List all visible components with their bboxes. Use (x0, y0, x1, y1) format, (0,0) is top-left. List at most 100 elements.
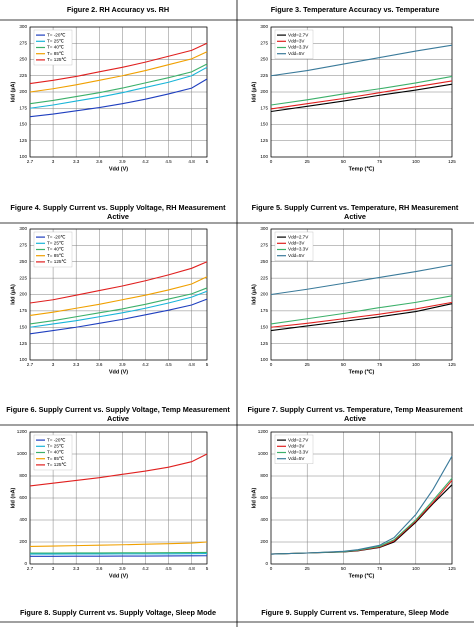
y-tick-label: 600 (19, 495, 27, 500)
series-line (29, 287, 208, 325)
legend-label: Vdd=5V (288, 456, 305, 461)
figure-caption: Figure 5. Supply Current vs. Temperature… (251, 203, 459, 221)
y-axis-label: Idd (µA) (251, 82, 257, 103)
y-tick-label: 225 (260, 275, 268, 280)
y-tick-label: 200 (260, 292, 268, 297)
x-tick-label: 3.6 (96, 566, 103, 571)
x-tick-label: 4.5 (165, 362, 172, 367)
plot-frame (29, 228, 208, 361)
y-tick-label: 225 (19, 275, 27, 280)
y-tick-label: 400 (260, 517, 268, 522)
y-tick-label: 200 (260, 89, 268, 94)
chart: 100 125 150 175 200 225 250 275 300 0 25 50 75 100 125… (251, 226, 456, 375)
series-line (270, 295, 453, 325)
y-tick-label: 300 (19, 226, 27, 231)
x-tick-label: 25 (305, 566, 311, 571)
y-tick-label: 250 (19, 259, 27, 264)
y-tick-label: 250 (260, 57, 268, 62)
y-tick-label: 250 (19, 57, 27, 62)
series-line (270, 303, 453, 332)
legend-label: T= 25℃ (47, 444, 65, 449)
series-line (29, 541, 208, 547)
y-tick-label: 150 (260, 122, 268, 127)
x-tick-label: 3.9 (119, 362, 126, 367)
x-tick-label: 50 (341, 159, 347, 164)
series-line (270, 44, 453, 77)
x-tick-label: 0 (270, 362, 273, 367)
figure-caption: Figure 3. Temperature Accuracy vs. Tempe… (270, 5, 440, 14)
x-tick-label: 4.5 (165, 566, 172, 571)
series-line (270, 301, 453, 328)
x-tick-label: 3.9 (119, 159, 126, 164)
y-tick-label: 275 (260, 40, 268, 45)
x-tick-label: 5 (206, 362, 209, 367)
x-tick-label: 125 (448, 362, 456, 367)
series-line (29, 453, 208, 487)
series-line (30, 555, 208, 557)
y-tick-label: 0 (24, 561, 27, 566)
y-tick-label: 125 (19, 341, 27, 346)
x-tick-label: 0 (270, 159, 273, 164)
y-tick-label: 200 (19, 89, 27, 94)
chart: 100 125 150 175 200 225 250 275 300 2.7 3 3.3 3.6 3.9… (10, 24, 208, 172)
y-tick-label: 800 (260, 473, 268, 478)
x-tick-label: 2.7 (27, 566, 34, 571)
x-tick-label: 3.6 (96, 362, 103, 367)
x-tick-label: 4.8 (188, 159, 195, 164)
legend-label: Vdd=3V (288, 39, 305, 44)
y-tick-label: 100 (19, 154, 27, 159)
series-line (270, 264, 453, 296)
figure-caption: Figure 9. Supply Current vs. Temperature… (261, 608, 449, 617)
y-tick-label: 300 (260, 24, 268, 29)
y-tick-label: 175 (19, 105, 27, 110)
x-tick-label: 3 (52, 362, 55, 367)
series-line (29, 298, 208, 335)
y-tick-label: 400 (19, 517, 27, 522)
x-tick-label: 3.9 (119, 566, 126, 571)
chart: 0 200 400 600 800 1000 1200 2.7 3 3.3 3.6 3.9 4.2 4.5… (10, 429, 208, 579)
y-tick-label: 1000 (17, 451, 28, 456)
plot-frame (29, 431, 208, 565)
legend-label: T= -20℃ (47, 234, 66, 239)
y-tick-label: 225 (19, 73, 27, 78)
series-line (270, 75, 453, 106)
legend-label: Vdd=3V (288, 241, 305, 246)
y-axis-label: Idd (nA) (10, 487, 16, 508)
x-tick-label: 25 (305, 362, 311, 367)
legend-label: T= 125℃ (47, 462, 67, 467)
y-tick-label: 200 (19, 539, 27, 544)
figure-caption: Figure 7. Supply Current vs. Temperature… (247, 405, 463, 423)
y-axis-label: Idd (µA) (10, 284, 16, 305)
x-tick-label: 4.8 (188, 362, 195, 367)
x-axis-label: Vdd (V) (109, 369, 128, 375)
y-tick-label: 150 (260, 324, 268, 329)
x-tick-label: 3.3 (73, 159, 80, 164)
x-tick-label: 5 (206, 566, 209, 571)
legend-label: Vdd=2.7V (288, 234, 309, 239)
x-tick-label: 4.2 (142, 566, 149, 571)
legend-label: T= -20℃ (47, 437, 66, 442)
x-tick-label: 4.8 (188, 566, 195, 571)
chart: 100 125 150 175 200 225 250 275 300 0 25 50 75 100 125… (251, 24, 456, 172)
x-tick-label: 3 (52, 159, 55, 164)
y-axis-label: Idd (nA) (251, 487, 257, 508)
x-tick-label: 4.2 (142, 159, 149, 164)
legend-label: T= 85℃ (47, 51, 65, 56)
legend-label: Vdd=3.3V (288, 45, 309, 50)
legend-label: T= -20℃ (47, 32, 66, 37)
y-axis-label: Idd (µA) (10, 82, 16, 103)
y-tick-label: 100 (260, 357, 268, 362)
x-tick-label: 75 (377, 159, 383, 164)
y-tick-label: 800 (19, 473, 27, 478)
figure-caption: Figure 6. Supply Current vs. Supply Volt… (6, 405, 230, 423)
y-tick-label: 225 (260, 73, 268, 78)
x-tick-label: 2.7 (27, 159, 34, 164)
y-tick-label: 300 (19, 24, 27, 29)
series-line (29, 276, 208, 317)
legend-label: Vdd=5V (288, 253, 305, 258)
y-tick-label: 175 (19, 308, 27, 313)
series-line (29, 78, 208, 118)
y-tick-label: 125 (260, 138, 268, 143)
x-tick-label: 125 (448, 159, 456, 164)
plot-frame (270, 26, 453, 158)
